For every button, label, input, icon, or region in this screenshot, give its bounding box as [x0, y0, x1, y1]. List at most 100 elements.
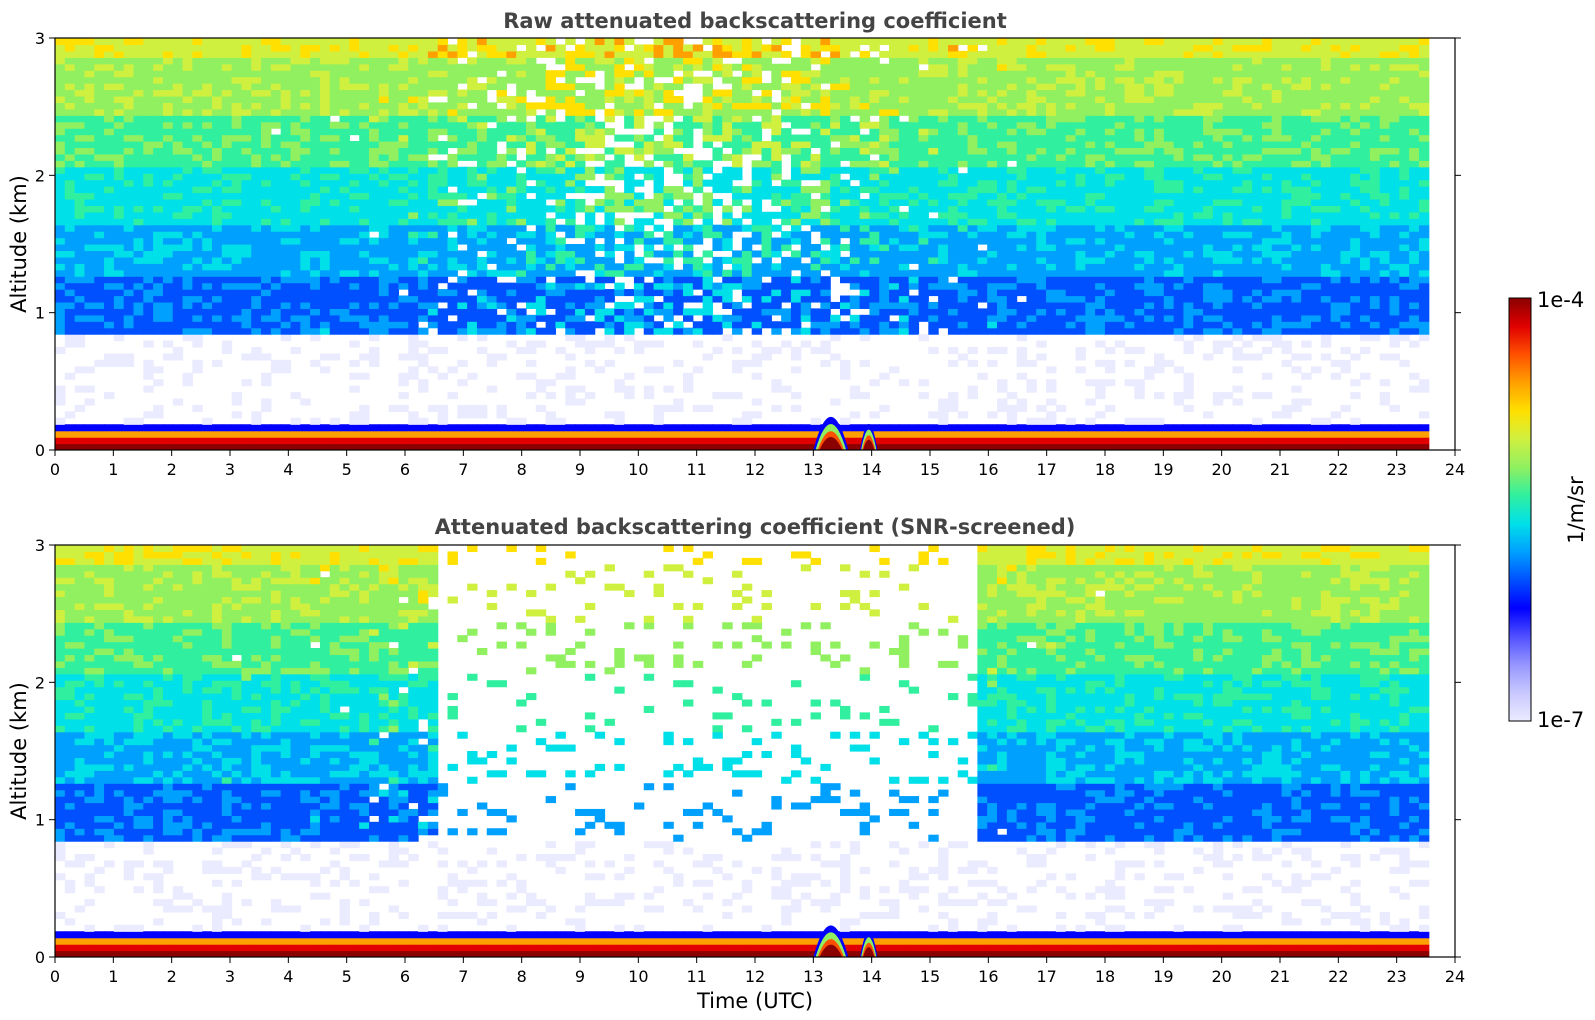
heatmap-cell: [604, 63, 615, 71]
heatmap-cell: [683, 224, 694, 232]
heatmap-cell: [977, 295, 988, 303]
heatmap-cell: [369, 173, 380, 181]
heatmap-cell: [790, 314, 802, 322]
heatmap-cell: [869, 424, 880, 432]
heatmap-cell: [349, 186, 360, 194]
heatmap-cell: [467, 115, 478, 123]
heatmap-cell: [516, 327, 527, 335]
heatmap-cell: [172, 89, 184, 97]
heatmap-cell: [1016, 115, 1028, 123]
heatmap-cell: [143, 115, 154, 123]
heatmap-cell: [349, 38, 360, 46]
heatmap-cell: [133, 83, 144, 91]
heatmap-cell: [810, 153, 821, 161]
heatmap-cell: [437, 289, 449, 297]
heatmap-cell: [898, 141, 910, 149]
heatmap-cell: [1006, 437, 1018, 445]
heatmap-cell: [251, 147, 262, 155]
heatmap-cell: [889, 366, 900, 374]
heatmap-cell: [310, 263, 321, 271]
heatmap-cell: [712, 282, 723, 290]
heatmap-cell: [506, 437, 517, 445]
heatmap-cell: [221, 237, 233, 245]
heatmap-cell: [879, 76, 890, 84]
heatmap-cell: [261, 424, 272, 432]
heatmap-cell: [840, 327, 851, 335]
heatmap-cell: [565, 263, 576, 271]
heatmap-cell: [908, 57, 920, 65]
heatmap-cell: [202, 250, 213, 258]
heatmap-cell: [104, 134, 115, 142]
heatmap-cell: [437, 63, 449, 71]
heatmap-cell: [859, 179, 871, 187]
heatmap-cell: [781, 231, 792, 239]
heatmap-cell: [437, 372, 449, 380]
heatmap-cell: [565, 224, 576, 232]
heatmap-cell: [643, 70, 655, 78]
heatmap-cell: [94, 437, 105, 445]
heatmap-cell: [879, 50, 890, 58]
heatmap-cell: [859, 218, 871, 226]
heatmap-cell: [604, 166, 615, 174]
heatmap-cell: [575, 424, 586, 432]
heatmap-cell: [830, 186, 841, 194]
heatmap-cell: [584, 141, 596, 149]
heatmap-cell: [820, 70, 831, 78]
heatmap-cell: [898, 276, 910, 284]
heatmap-cell: [947, 173, 959, 181]
heatmap-cell: [575, 95, 586, 103]
heatmap-cell: [663, 301, 674, 309]
heatmap-cell: [427, 256, 439, 264]
heatmap-cell: [231, 192, 243, 200]
heatmap-cell: [565, 385, 576, 393]
heatmap-cell: [467, 295, 478, 303]
heatmap-cell: [64, 134, 76, 142]
heatmap-cell: [741, 57, 753, 65]
heatmap-cell: [526, 76, 537, 84]
heatmap-cell: [810, 244, 821, 252]
heatmap-cell: [928, 50, 939, 58]
heatmap-cell: [467, 153, 478, 161]
heatmap-cell: [849, 250, 861, 258]
heatmap-cell: [74, 366, 86, 374]
heatmap-cell: [555, 321, 566, 329]
heatmap-cell: [790, 70, 802, 78]
heatmap-cell: [359, 166, 370, 174]
heatmap-cell: [928, 186, 939, 194]
heatmap-cell: [545, 192, 557, 200]
heatmap-cell: [614, 308, 625, 316]
heatmap-cell: [643, 314, 655, 322]
heatmap-cell: [604, 231, 615, 239]
heatmap-cell: [908, 231, 920, 239]
heatmap-cell: [496, 443, 507, 450]
heatmap-cell: [810, 424, 821, 432]
heatmap-cell: [889, 443, 900, 450]
heatmap-cell: [172, 282, 184, 290]
heatmap-cell: [290, 50, 301, 58]
heatmap-cell: [310, 160, 321, 168]
heatmap-cell: [732, 128, 743, 136]
heatmap-cell: [722, 443, 733, 450]
heatmap-cell: [840, 141, 851, 149]
heatmap-cell: [751, 166, 763, 174]
heatmap-cell: [712, 430, 723, 438]
heatmap-cell: [526, 256, 537, 264]
heatmap-cell: [683, 269, 694, 277]
heatmap-cell: [270, 263, 282, 271]
heatmap-cell: [231, 57, 243, 65]
heatmap-cell: [761, 141, 772, 149]
heatmap-cell: [359, 153, 370, 161]
heatmap-cell: [349, 50, 360, 58]
heatmap-cell: [977, 38, 988, 46]
heatmap-cell: [261, 372, 272, 380]
heatmap-cell: [790, 211, 802, 219]
heatmap-cell: [123, 173, 135, 181]
heatmap-cell: [221, 301, 233, 309]
heatmap-cell: [476, 186, 488, 194]
heatmap-cell: [261, 70, 272, 78]
heatmap-cell: [1046, 437, 1057, 445]
heatmap-cell: [310, 147, 321, 155]
heatmap-cell: [123, 250, 135, 258]
heatmap-cell: [359, 308, 370, 316]
heatmap-cell: [545, 83, 557, 91]
